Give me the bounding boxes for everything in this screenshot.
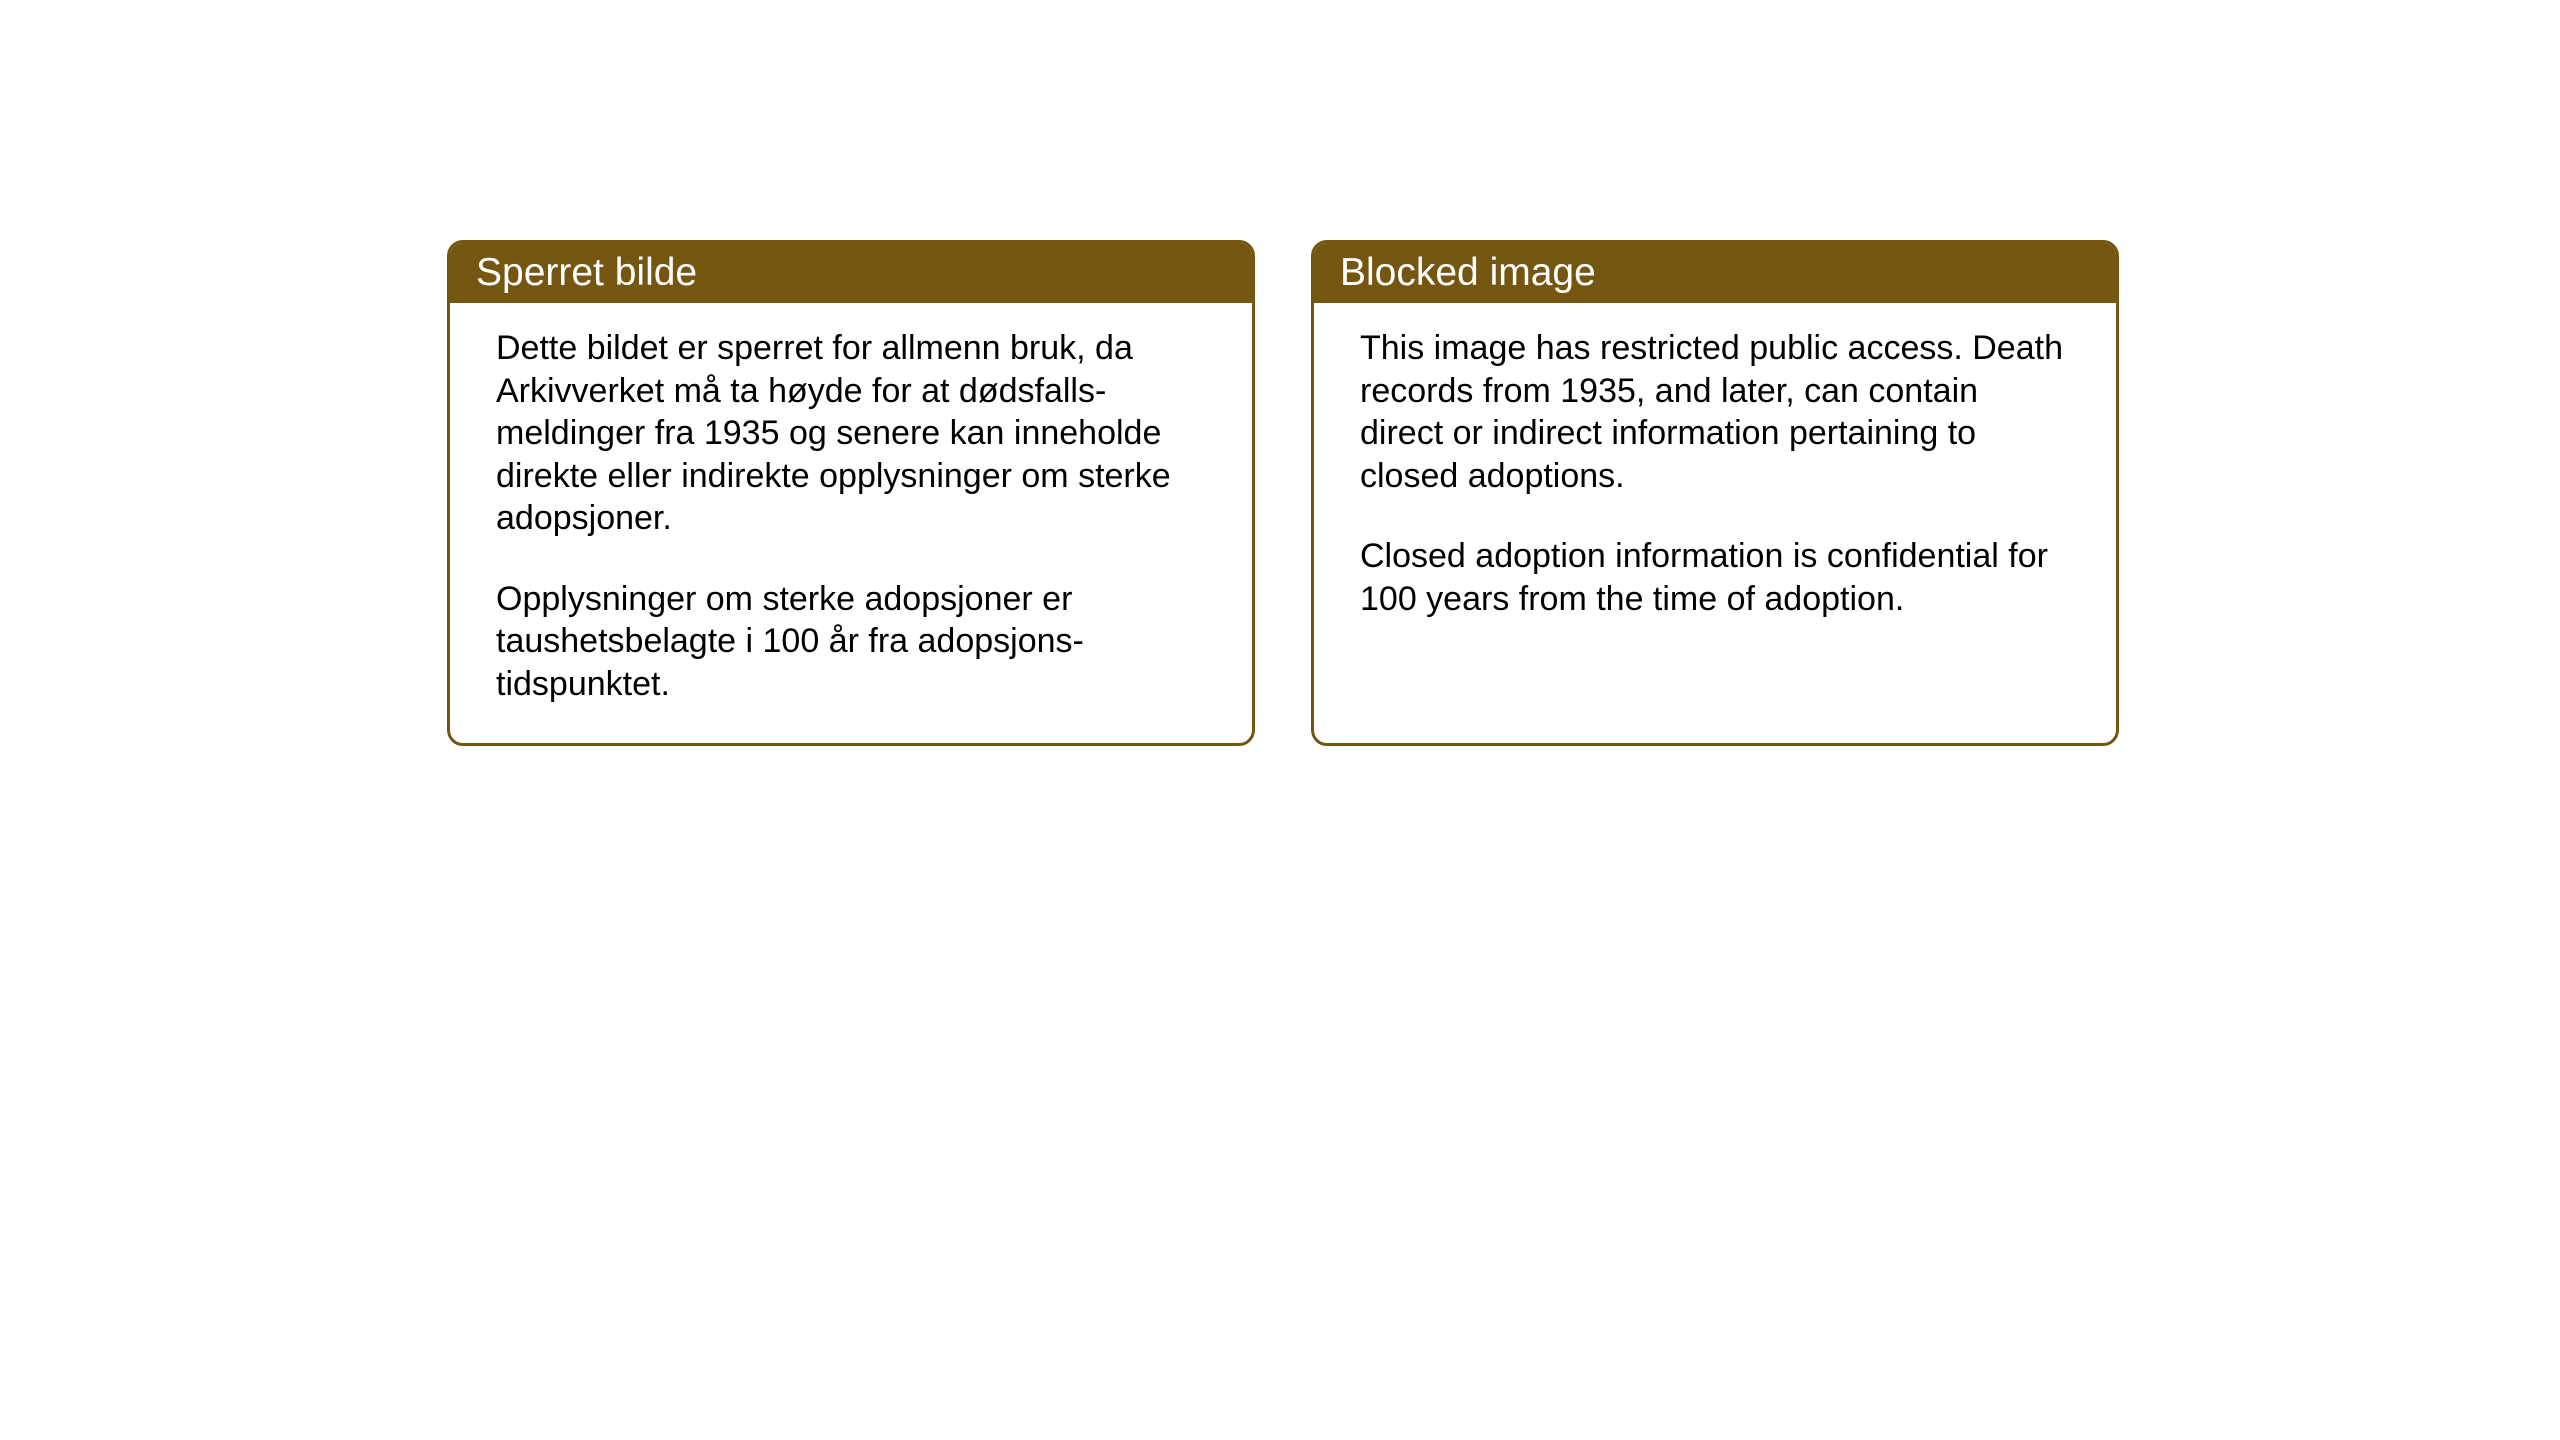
norwegian-paragraph-1: Dette bildet er sperret for allmenn bruk… xyxy=(496,327,1206,540)
norwegian-title: Sperret bilde xyxy=(476,251,697,294)
english-card-body: This image has restricted public access.… xyxy=(1314,303,2116,743)
notice-container: Sperret bilde Dette bildet er sperret fo… xyxy=(447,240,2119,746)
norwegian-card-header: Sperret bilde xyxy=(450,243,1252,303)
english-paragraph-1: This image has restricted public access.… xyxy=(1360,327,2070,497)
english-title: Blocked image xyxy=(1340,251,1596,294)
english-notice-card: Blocked image This image has restricted … xyxy=(1311,240,2119,746)
english-paragraph-2: Closed adoption information is confident… xyxy=(1360,535,2070,620)
english-card-header: Blocked image xyxy=(1314,243,2116,303)
norwegian-notice-card: Sperret bilde Dette bildet er sperret fo… xyxy=(447,240,1255,746)
norwegian-card-body: Dette bildet er sperret for allmenn bruk… xyxy=(450,303,1252,743)
norwegian-paragraph-2: Opplysninger om sterke adopsjoner er tau… xyxy=(496,578,1206,706)
